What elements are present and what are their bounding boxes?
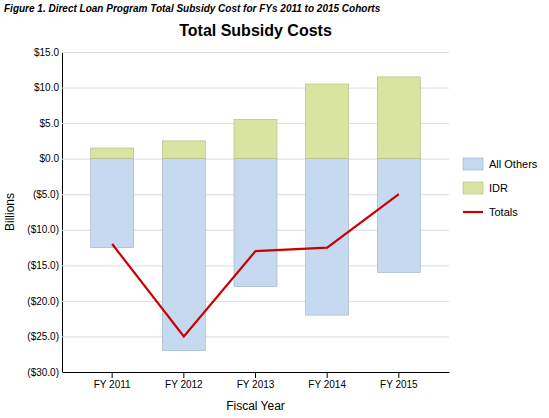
bar-series	[91, 159, 421, 351]
x-tick: FY 2014	[308, 372, 346, 390]
x-axis-title: Fiscal Year	[226, 399, 285, 413]
x-tick-mark	[255, 372, 256, 378]
x-tick-mark	[183, 372, 184, 378]
y-tick-label: ($15.0)	[27, 260, 59, 271]
legend-swatch	[463, 211, 483, 213]
x-tick: FY 2013	[237, 372, 275, 390]
legend-item: All Others	[463, 158, 538, 170]
bar	[91, 159, 134, 248]
legend-label: Totals	[489, 206, 518, 218]
y-axis-title: Billions	[3, 193, 17, 231]
x-tick-label: FY 2015	[380, 379, 418, 390]
bar	[306, 84, 349, 159]
x-tick-mark	[327, 372, 328, 378]
x-tick-mark	[398, 372, 399, 378]
y-tick-label: ($30.0)	[27, 367, 59, 378]
y-axis-line	[62, 53, 63, 373]
x-tick-label: FY 2012	[165, 379, 203, 390]
y-tick-label: $15.0	[34, 47, 59, 58]
bar	[377, 77, 420, 159]
y-tick-label: ($20.0)	[27, 296, 59, 307]
grid-line	[62, 301, 449, 302]
marks	[91, 77, 421, 351]
legend-swatch	[463, 182, 483, 194]
plot: $15.0 $10.0 $5.0 $0.0 ($5.0) ($10.0) ($15.0) ($…	[27, 47, 449, 390]
legend-label: IDR	[489, 182, 508, 194]
bar	[91, 148, 134, 159]
y-tick: $15.0	[34, 47, 449, 58]
x-tick: FY 2011	[94, 372, 131, 390]
bar	[377, 159, 420, 273]
legend-label: All Others	[489, 158, 538, 170]
y-tick-label: $0.0	[40, 153, 60, 164]
y-axis: $15.0 $10.0 $5.0 $0.0 ($5.0) ($10.0) ($15.0) ($…	[27, 47, 449, 378]
y-tick: ($30.0)	[27, 367, 449, 378]
y-tick-label: $10.0	[34, 82, 59, 93]
x-tick-label: FY 2013	[237, 379, 275, 390]
y-tick-label: $5.0	[40, 118, 60, 129]
x-tick: FY 2012	[165, 372, 203, 390]
x-tick: FY 2015	[380, 372, 418, 390]
chart: Figure 1. Direct Loan Program Total Subs…	[0, 0, 549, 418]
legend-swatch	[463, 158, 483, 170]
bar-series	[91, 77, 421, 159]
bar	[162, 159, 205, 351]
x-tick-label: FY 2011	[94, 379, 131, 390]
grid-line	[62, 336, 449, 337]
x-axis: FY 2011 FY 2012 FY 2013 FY 2014 FY 2015	[63, 372, 450, 390]
line	[112, 194, 399, 336]
y-tick-label: ($10.0)	[27, 224, 59, 235]
bar	[162, 141, 205, 159]
legend-item: Totals	[463, 206, 518, 218]
legend: All Others IDR Totals	[463, 158, 538, 218]
y-tick-label: ($25.0)	[27, 331, 59, 342]
grid-line	[62, 52, 449, 53]
legend-item: IDR	[463, 182, 508, 194]
subtitle: Figure 1. Direct Loan Program Total Subs…	[4, 3, 381, 14]
x-tick-mark	[112, 372, 113, 378]
bar	[234, 120, 277, 159]
y-tick: ($20.0)	[27, 296, 449, 307]
y-tick: ($25.0)	[27, 331, 449, 342]
title: Total Subsidy Costs	[179, 22, 332, 39]
x-tick-label: FY 2014	[308, 379, 346, 390]
y-tick-label: ($5.0)	[33, 189, 59, 200]
